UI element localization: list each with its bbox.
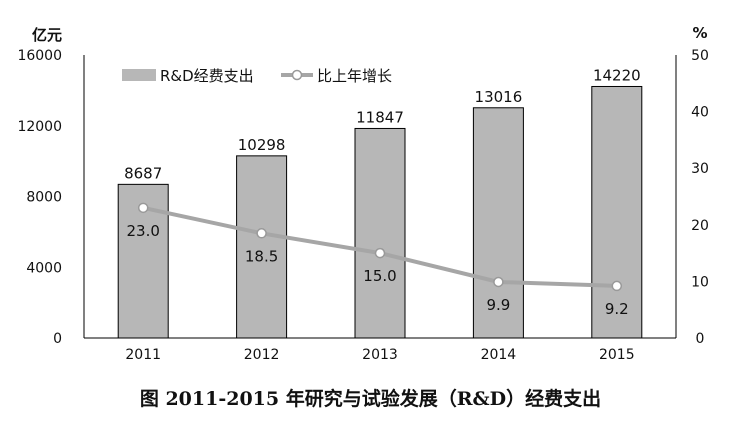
right-tick-label-30: 30 — [691, 161, 709, 177]
bar-value-label-2014: 13016 — [475, 88, 523, 106]
x-tick-label-2015: 2015 — [599, 347, 635, 363]
growth-point-2014 — [493, 276, 504, 288]
right-tick-label-0: 0 — [696, 331, 705, 347]
legend-line-marker — [291, 69, 303, 81]
bar-2015 — [591, 85, 643, 339]
growth-point-2013 — [374, 247, 386, 259]
growth-value-label-2011: 23.0 — [126, 222, 159, 240]
left-axis-unit: 亿元 — [32, 26, 62, 44]
left-tick-label-4000: 4000 — [26, 260, 62, 276]
right-tick-label-50: 50 — [691, 48, 709, 64]
left-tick-label-8000: 8000 — [26, 190, 62, 206]
growth-point-2015 — [611, 280, 623, 292]
bar-value-label-2011: 8687 — [124, 164, 162, 182]
x-tick-label-2014: 2014 — [481, 347, 517, 363]
growth-value-label-2012: 18.5 — [245, 247, 278, 265]
x-tick-label-2013: 2013 — [362, 347, 398, 363]
legend-bar-label: R&D经费支出 — [160, 67, 254, 85]
right-tick-label-20: 20 — [691, 218, 709, 234]
left-tick-label-16000: 16000 — [17, 48, 62, 64]
left-tick-label-0: 0 — [53, 331, 62, 347]
bar-2014 — [472, 107, 524, 339]
right-tick-label-40: 40 — [691, 105, 709, 121]
figure-caption: 图 2011-2015 年研究与试验发展（R&D）经费支出 — [139, 388, 602, 410]
right-axis-unit: % — [692, 24, 707, 42]
rd-chart: 亿元 % 8687 10298 11847 13016 14220 23.0 18.5 15.… — [17, 24, 709, 363]
growth-value-label-2014: 9.9 — [486, 296, 510, 314]
bar-2013 — [354, 127, 406, 339]
growth-value-label-2013: 15.0 — [363, 267, 396, 285]
legend-line-label: 比上年增长 — [317, 67, 392, 85]
bar-value-label-2012: 10298 — [238, 136, 286, 154]
x-tick-label-2012: 2012 — [244, 347, 280, 363]
growth-value-label-2015: 9.2 — [605, 300, 629, 318]
x-tick-label-2011: 2011 — [125, 347, 161, 363]
bar-value-label-2015: 14220 — [593, 66, 641, 84]
legend: R&D经费支出 比上年增长 — [122, 67, 392, 85]
legend-bar-swatch — [122, 69, 156, 81]
left-tick-label-12000: 12000 — [17, 119, 62, 135]
bar-value-label-2013: 11847 — [356, 108, 404, 126]
right-tick-label-10: 10 — [691, 274, 709, 290]
growth-point-2012 — [256, 228, 267, 239]
growth-point-2011 — [137, 202, 149, 214]
bar-2012 — [236, 155, 288, 339]
